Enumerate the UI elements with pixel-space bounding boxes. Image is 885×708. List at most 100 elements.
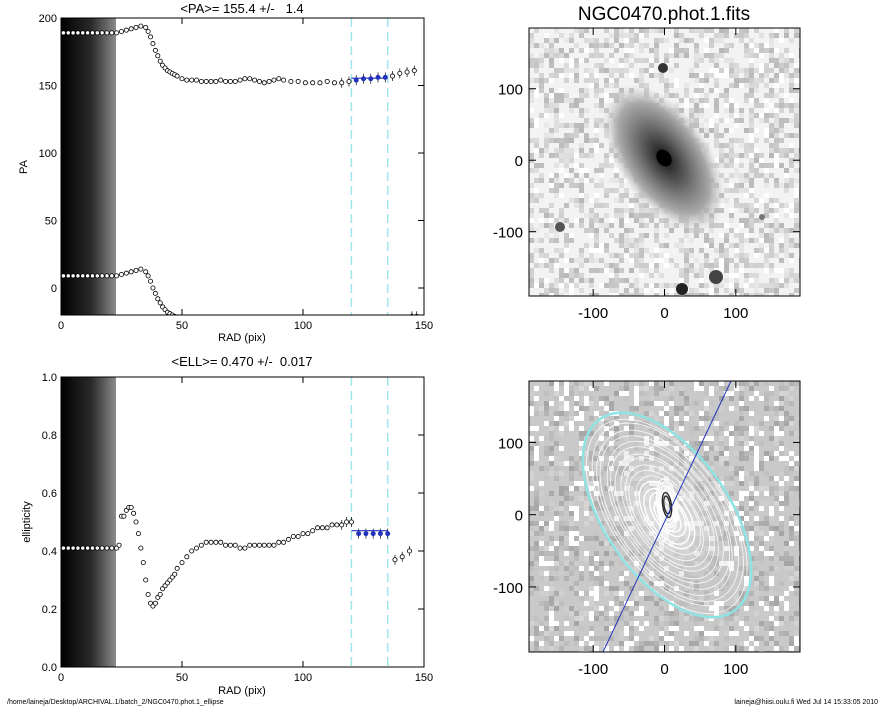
data-point	[75, 545, 81, 551]
contour-ring	[610, 446, 724, 584]
data-point	[61, 545, 66, 551]
data-point	[281, 77, 287, 83]
data-point	[128, 504, 134, 510]
data-point	[121, 513, 127, 519]
ellipticity-dense-band	[61, 377, 116, 667]
ellipticity-data-points	[61, 504, 412, 609]
contour-ring	[635, 475, 702, 556]
data-point	[70, 273, 76, 279]
pa-x-ticks: 0 50 100 150	[58, 18, 433, 332]
data-point	[133, 24, 139, 30]
data-point	[406, 548, 412, 554]
data-point	[252, 77, 258, 83]
data-point	[157, 58, 163, 64]
data-point	[116, 542, 122, 548]
data-point	[208, 78, 214, 84]
y-tick-label: -100	[493, 580, 523, 597]
data-point	[392, 557, 398, 563]
data-point	[247, 542, 253, 548]
core-contour	[658, 485, 676, 525]
data-point	[128, 269, 134, 275]
contour-ring	[620, 457, 716, 572]
data-point	[104, 545, 110, 551]
data-point	[155, 53, 161, 59]
x-tick-label: 0	[58, 320, 64, 332]
data-point	[123, 27, 129, 33]
data-point	[203, 78, 209, 84]
data-point	[295, 534, 301, 540]
data-point	[397, 70, 403, 76]
data-point	[331, 80, 337, 86]
x-tick-label: 0	[660, 661, 668, 678]
data-point	[356, 531, 362, 537]
galaxy-image: NGC0470.phot.1.fits -100 0 100 -100 0 100	[493, 4, 801, 322]
x-tick-label: 100	[723, 661, 748, 678]
data-point	[119, 28, 125, 34]
data-point	[85, 273, 91, 279]
data-point	[385, 531, 391, 537]
x-tick-label: -100	[578, 305, 608, 322]
data-point	[227, 542, 233, 548]
data-point	[70, 545, 76, 551]
data-point	[399, 554, 405, 560]
data-point	[65, 30, 71, 36]
x-tick-label: 0	[660, 305, 668, 322]
contour-ring	[614, 453, 719, 580]
data-point	[218, 539, 224, 545]
data-point	[109, 273, 115, 279]
data-point	[184, 77, 190, 83]
ellipticity-x-label: RAD (pix)	[218, 685, 266, 697]
data-point	[133, 267, 139, 273]
data-point	[143, 24, 149, 30]
data-point	[377, 531, 383, 537]
data-point	[150, 41, 156, 47]
data-point	[261, 542, 267, 548]
data-point	[300, 531, 306, 537]
data-point	[348, 519, 354, 525]
y-tick-label: -100	[493, 225, 523, 242]
x-tick-label: 150	[415, 672, 433, 684]
data-point	[94, 30, 100, 36]
data-point	[256, 78, 262, 84]
data-point	[89, 273, 95, 279]
data-point	[179, 76, 185, 82]
data-point	[339, 522, 345, 528]
footer-path: /home/laineja/Desktop/ARCHIVAL.1/batch_2…	[7, 699, 224, 706]
data-point	[411, 68, 417, 74]
data-point	[276, 539, 282, 545]
core-contour	[661, 491, 673, 519]
data-point	[247, 76, 253, 82]
star	[555, 222, 565, 232]
data-point	[390, 73, 396, 79]
data-point	[80, 273, 86, 279]
pa-y-ticks: 0 50 100 150 200	[39, 13, 424, 295]
data-point	[223, 78, 229, 84]
data-point	[99, 30, 105, 36]
data-point	[242, 545, 248, 551]
data-point	[271, 77, 277, 83]
pa-dense-band	[61, 18, 116, 315]
data-point	[310, 80, 316, 86]
data-point	[75, 273, 81, 279]
data-point	[133, 519, 139, 525]
data-point	[152, 290, 158, 296]
data-point	[131, 510, 137, 516]
data-point	[152, 47, 158, 53]
pa-plot-title: <PA>= 155.4 +/- 1.4	[180, 1, 303, 16]
data-point	[114, 30, 120, 36]
data-point	[99, 273, 105, 279]
y-tick-label: 1.0	[42, 372, 57, 384]
ellipticity-plot: <ELL>= 0.470 +/- 0.017 0 50 100 150 0.00.20…	[21, 354, 433, 697]
y-tick-label: 0	[51, 283, 57, 295]
galaxy-image-ticks: -100 0 100 -100 0 100	[493, 28, 800, 322]
data-point	[135, 531, 141, 537]
contour-ring	[628, 469, 704, 562]
data-point	[138, 545, 144, 551]
data-point	[404, 69, 410, 75]
data-point	[145, 592, 151, 598]
data-point	[119, 271, 125, 277]
data-point	[290, 534, 296, 540]
contour-ring	[625, 464, 711, 568]
contour-ring	[649, 491, 687, 538]
isophote-contours	[585, 418, 748, 615]
